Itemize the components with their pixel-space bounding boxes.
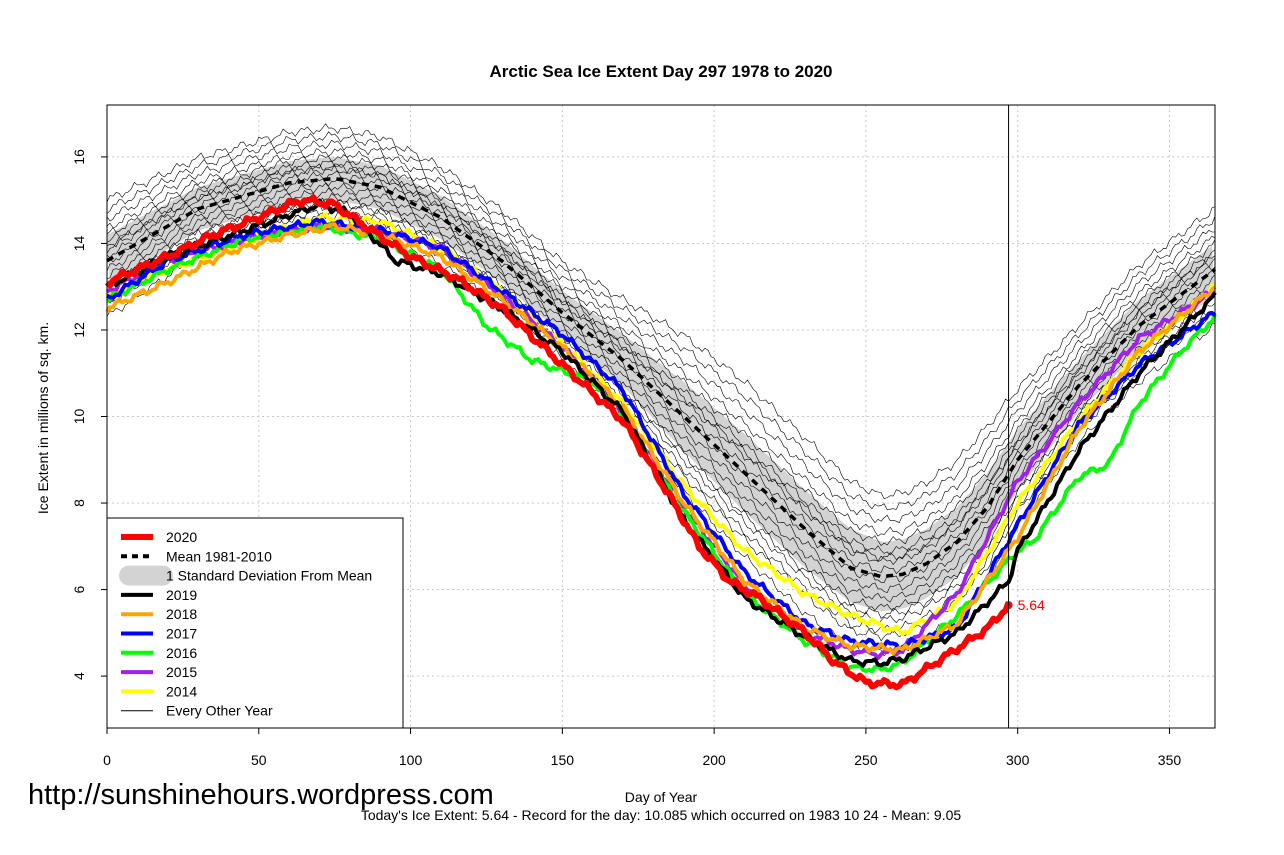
legend: 2020 Mean 1981-2010 1 Standard Deviation F… (106, 517, 404, 729)
y-tick-label: 12 (71, 322, 87, 338)
x-tick-label: 0 (103, 752, 111, 768)
current-value-label: 5.64 (1018, 597, 1045, 613)
legend-label: 2017 (166, 626, 197, 642)
other-year-line (106, 200, 1216, 626)
x-axis-label: Day of Year (625, 789, 698, 805)
other-year-line (106, 182, 1216, 593)
y-tick-label: 16 (71, 149, 87, 165)
y-tick-label: 8 (71, 499, 87, 507)
other-year-line (106, 148, 1216, 537)
legend-label: 2014 (166, 683, 197, 699)
series-layer (104, 194, 1217, 691)
other-year-line (106, 197, 1216, 619)
x-axis: 0 50 100 150 200 250 300 350 (103, 728, 1181, 768)
other-year-line (106, 170, 1216, 574)
legend-label: 2020 (166, 529, 197, 545)
x-tick-label: 50 (251, 752, 267, 768)
y-tick-label: 10 (71, 409, 87, 425)
chart-title: Arctic Sea Ice Extent Day 297 1978 to 20… (489, 62, 832, 81)
y-tick-label: 14 (71, 235, 87, 251)
series-line-2018 (105, 222, 1217, 656)
series-line-2019 (105, 198, 1217, 668)
y-axis-label: Ice Extent in millions of sq. km. (35, 322, 51, 514)
mean-layer (106, 176, 1217, 579)
other-year-line (106, 139, 1215, 524)
legend-label: 2016 (166, 645, 197, 661)
legend-label: 2019 (166, 587, 197, 603)
x-tick-label: 350 (1158, 752, 1182, 768)
legend-label: Every Other Year (166, 703, 273, 719)
x-tick-label: 300 (1006, 752, 1030, 768)
legend-box (106, 517, 404, 729)
x-tick-label: 200 (702, 752, 726, 768)
legend-swatch (119, 565, 173, 586)
x-tick-label: 100 (399, 752, 423, 768)
other-year-line (106, 131, 1216, 511)
legend-label: 2015 (166, 664, 197, 680)
other-year-line (106, 163, 1216, 563)
legend-label: Mean 1981-2010 (166, 548, 272, 564)
other-year-line (106, 154, 1216, 547)
x-tick-label: 250 (854, 752, 878, 768)
y-tick-label: 6 (71, 585, 87, 593)
other-year-line (106, 123, 1216, 500)
y-axis: 4 6 8 10 12 14 16 (71, 149, 107, 680)
series-line-2017 (106, 217, 1217, 652)
other-year-line (106, 212, 1216, 642)
legend-label: 2018 (166, 606, 197, 622)
y-tick-label: 4 (71, 672, 87, 680)
series-line-2020 (104, 194, 1012, 691)
footer-text: Today's Ice Extent: 5.64 - Record for th… (361, 807, 962, 823)
site-url: http://sunshinehours.wordpress.com (28, 779, 494, 811)
mean-line (106, 176, 1217, 579)
legend-label: 1 Standard Deviation From Mean (166, 568, 372, 584)
other-year-line (106, 160, 1216, 556)
x-tick-label: 150 (551, 752, 575, 768)
